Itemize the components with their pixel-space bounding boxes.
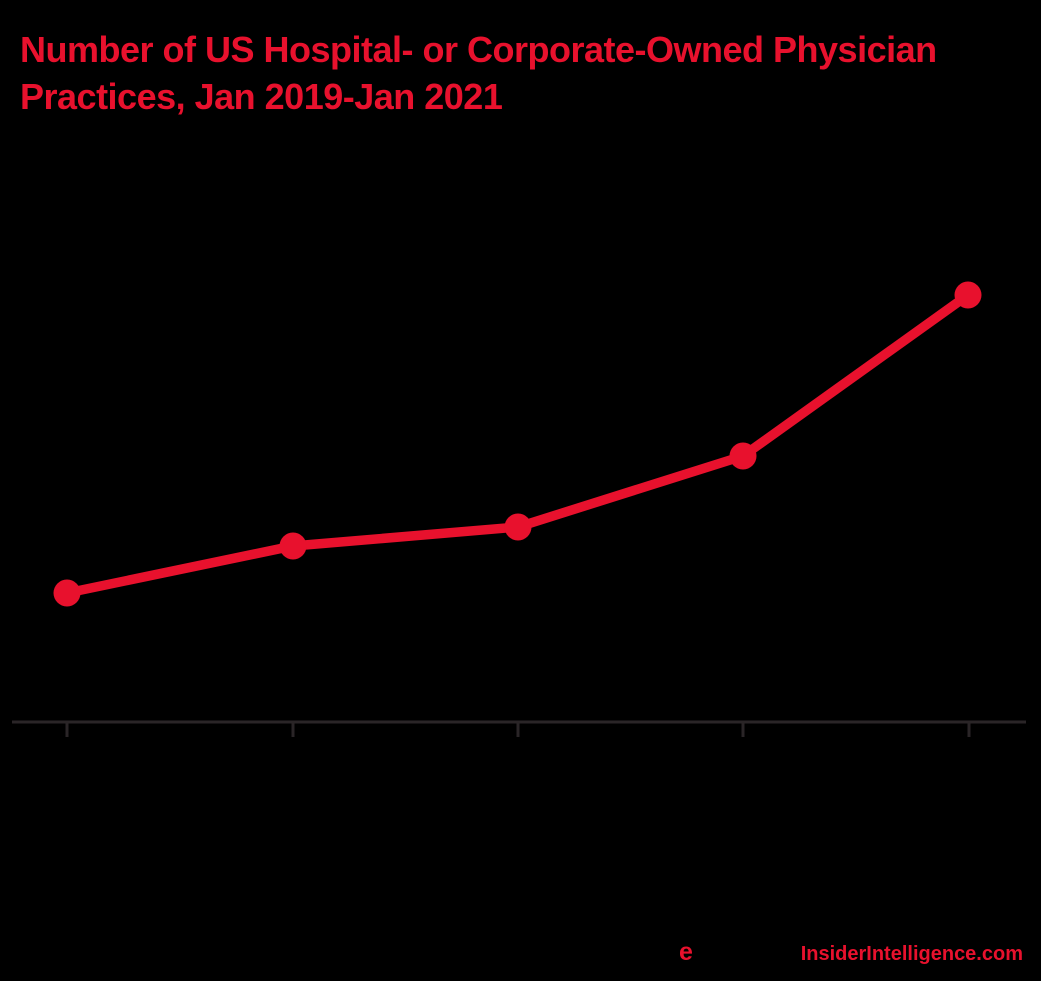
emarketer-e-logo: e <box>679 938 693 966</box>
chart-title: Number of US Hospital- or Corporate-Owne… <box>20 29 937 117</box>
data-point-2 <box>279 532 307 560</box>
insider-intelligence-url: InsiderIntelligence.com <box>800 943 1023 965</box>
data-point-4 <box>729 442 757 470</box>
data-point-3 <box>504 513 532 541</box>
data-point-1 <box>53 579 81 607</box>
series-line <box>62 290 973 598</box>
data-point-5 <box>954 281 982 309</box>
